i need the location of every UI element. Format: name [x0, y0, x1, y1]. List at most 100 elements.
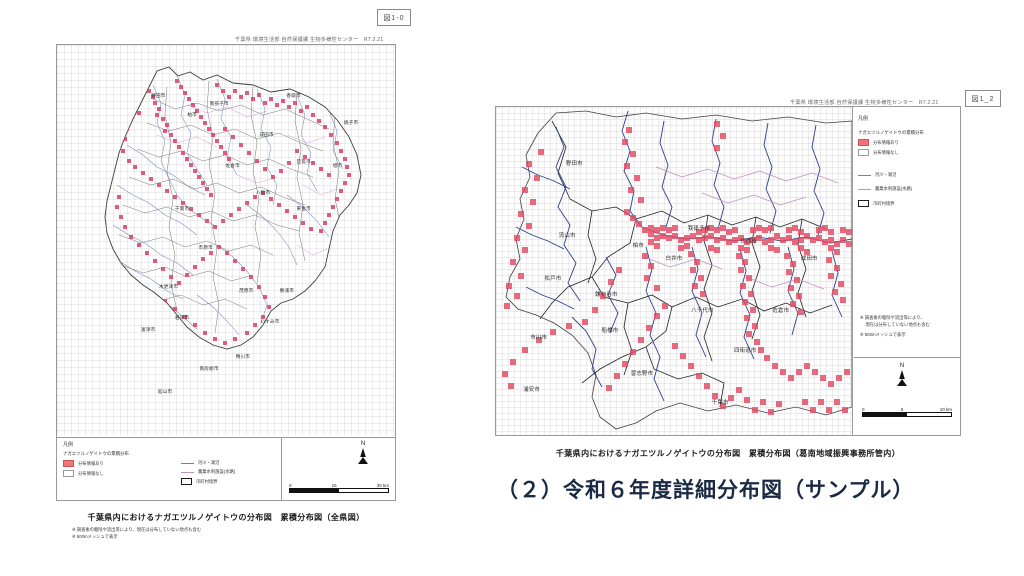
empty-square-icon — [63, 470, 74, 477]
city-label: 富津市 — [141, 326, 156, 332]
legend-subtitle: ナガエツルノゲイトウの累積分布 — [858, 130, 924, 135]
boundary-box-icon — [858, 200, 869, 207]
city-label: 松戸市 — [544, 275, 562, 282]
legend-item-canal: 農業水利施設(水路) — [858, 186, 956, 192]
filled-square-icon — [63, 460, 74, 467]
city-label: 館山市 — [157, 389, 173, 395]
legend-item-canal: 農業水利施設(水路) — [181, 469, 235, 475]
city-label: 木更津市 — [158, 283, 179, 289]
figure-left-north-arrow: N — [345, 441, 381, 464]
figure-right-scale-bar: 0 5 10 km — [862, 407, 952, 417]
chiba-prefecture-map-svg — [104, 66, 362, 350]
figure-right-org-line: 千葉県 環境生活部 自然保護課 生物多様性センター R7.2.21 — [790, 100, 939, 106]
figure-right-notes-divider — [854, 357, 960, 358]
city-label: 八千代市 — [691, 308, 714, 315]
north-arrow-icon — [897, 370, 907, 386]
figure-right-panel: 野田市 流山市 柏市 我孫子市 松戸市 鎌ケ谷市 市川市 船橋市 習志野市 浦安… — [495, 106, 961, 436]
scale-tick: 5 — [900, 407, 904, 412]
city-label: 柏市 — [632, 242, 644, 249]
city-label: 四街道市 — [734, 347, 757, 354]
city-label: 習志野市 — [630, 370, 654, 377]
city-label: 鴨川市 — [235, 354, 251, 359]
city-label: 柏市 — [187, 112, 197, 118]
legend-item-label: 分布情報なし — [78, 470, 104, 476]
empty-square-icon — [858, 149, 869, 156]
city-label: 佐倉市 — [225, 162, 240, 168]
distribution-mesh-cells — [115, 79, 351, 345]
north-arrow-icon — [358, 448, 368, 464]
city-label: 流山市 — [558, 232, 576, 239]
legend-item-label: 市町村境界 — [196, 478, 218, 484]
legend-item-river: 河川・湖沼 — [181, 460, 235, 466]
city-label: 鎌ケ谷市 — [595, 291, 618, 298]
scale-bar-graphic — [289, 488, 389, 493]
scale-tick: 30 km — [376, 483, 389, 488]
figure-left-caption: 千葉県内におけるナガエツルノゲイトウの分布図 累積分布図（全県図） — [87, 513, 365, 522]
note-line: ※ 調査後の駆除や流出等により、現在は分布していない地点も含む — [72, 527, 202, 532]
legend-item-distribution-absent: 分布情報なし — [858, 149, 956, 156]
figure-left-org-line: 千葉県 環境生活部 自然保護課 生物多様性センター R7.2.21 — [235, 37, 384, 43]
river-line-icon — [858, 174, 871, 176]
legend-item-label: 市町村境界 — [873, 200, 895, 206]
scale-bar-graphic — [862, 412, 952, 417]
figure-right-notes: ※ 調査後の駆除や流出等により、 現在は分布していない地点も含む ※ 500mメ… — [860, 315, 956, 339]
legend-vertical-divider — [281, 437, 282, 501]
city-label: 千葉市 — [174, 205, 190, 211]
legend-top-divider — [57, 437, 395, 438]
figure-right-map[interactable]: 野田市 流山市 柏市 我孫子市 松戸市 鎌ケ谷市 市川市 船橋市 習志野市 浦安… — [496, 107, 852, 435]
legend-title: 凡例 — [858, 116, 869, 122]
scale-segment — [339, 489, 388, 492]
city-label: 銚子市 — [343, 120, 359, 125]
city-label: 成田市 — [800, 255, 818, 262]
legend-item-distribution-present: 分布情報あり — [858, 139, 956, 146]
legend-subtitle: ナガエツルノゲイトウの累積分布 — [63, 451, 129, 456]
city-label: 我孫子市 — [209, 100, 229, 106]
legend-item-label: 河川・湖沼 — [875, 172, 897, 177]
city-label: 八街市 — [255, 190, 271, 196]
legend-item-label: 河川・湖沼 — [198, 460, 220, 465]
city-label: 君津市 — [174, 315, 190, 320]
north-arrow-notch — [358, 457, 368, 464]
legend-item-label: 農業水利施設(水路) — [198, 469, 236, 474]
north-arrow-notch — [897, 379, 907, 386]
city-label: 匝瑳市 — [296, 159, 311, 164]
canal-line-icon — [181, 471, 194, 473]
boundary-box-icon — [181, 478, 192, 485]
city-label: 勝浦市 — [279, 287, 295, 293]
figure-left-notes: ※ 調査後の駆除や流出等により、現在は分布していない地点も含む ※ 500mメッ… — [72, 527, 201, 540]
scale-tick: 0 — [862, 407, 865, 412]
legend-item-label: 分布情報あり — [873, 139, 899, 145]
city-label: 南房総市 — [199, 365, 219, 371]
city-label: 茂原市 — [239, 287, 254, 293]
city-label: 印西市 — [740, 239, 758, 246]
city-label: 白井市 — [665, 255, 683, 262]
city-label: 野田市 — [151, 92, 166, 98]
city-label: 船橋市 — [601, 328, 619, 335]
scale-segment — [907, 413, 951, 416]
note-line: ※ 調査後の駆除や流出等により、 — [860, 315, 925, 320]
legend-item-river: 河川・湖沼 — [858, 172, 956, 178]
city-label: 佐倉市 — [772, 308, 790, 315]
figure-right-tag: 図1_2 — [965, 90, 1001, 107]
scale-segment — [290, 489, 339, 492]
figure-right-legend-divider — [852, 107, 853, 435]
city-label: 成田市 — [259, 131, 274, 137]
city-label: 野田市 — [565, 160, 583, 167]
scale-tick: 0 — [289, 483, 292, 488]
scale-segment — [863, 413, 907, 416]
scale-tick: 10 km — [939, 407, 952, 412]
river-line-icon — [181, 462, 194, 464]
legend-item-municipal-boundary: 市町村境界 — [858, 200, 956, 207]
note-line: ※ 500mメッシュで表示 — [860, 332, 906, 338]
north-label: N — [360, 441, 366, 447]
figure-right-north-arrow: N — [884, 363, 920, 386]
city-label: 市川市 — [530, 334, 548, 341]
figure-left-legend: 凡例 ナガエツルノゲイトウの累積分布 分布情報あり 分布情報なし — [63, 441, 275, 485]
figure-left-map[interactable]: 野田市 柏市 我孫子市 香取市 銚子市 成田市 旭市 匝瑳市 佐倉市 八街市 東… — [57, 45, 395, 435]
city-label: 浦安市 — [523, 387, 540, 394]
legend-item-label: 農業水利施設(水路) — [875, 186, 913, 191]
city-label: 香取市 — [286, 92, 301, 98]
note-line: 現在は分布していない地点も含む — [860, 321, 930, 327]
figure-right-legend: 凡例 ナガエツルノゲイトウの累積分布 分布情報あり 分布情報なし 河川・湖沼 農… — [858, 115, 956, 207]
